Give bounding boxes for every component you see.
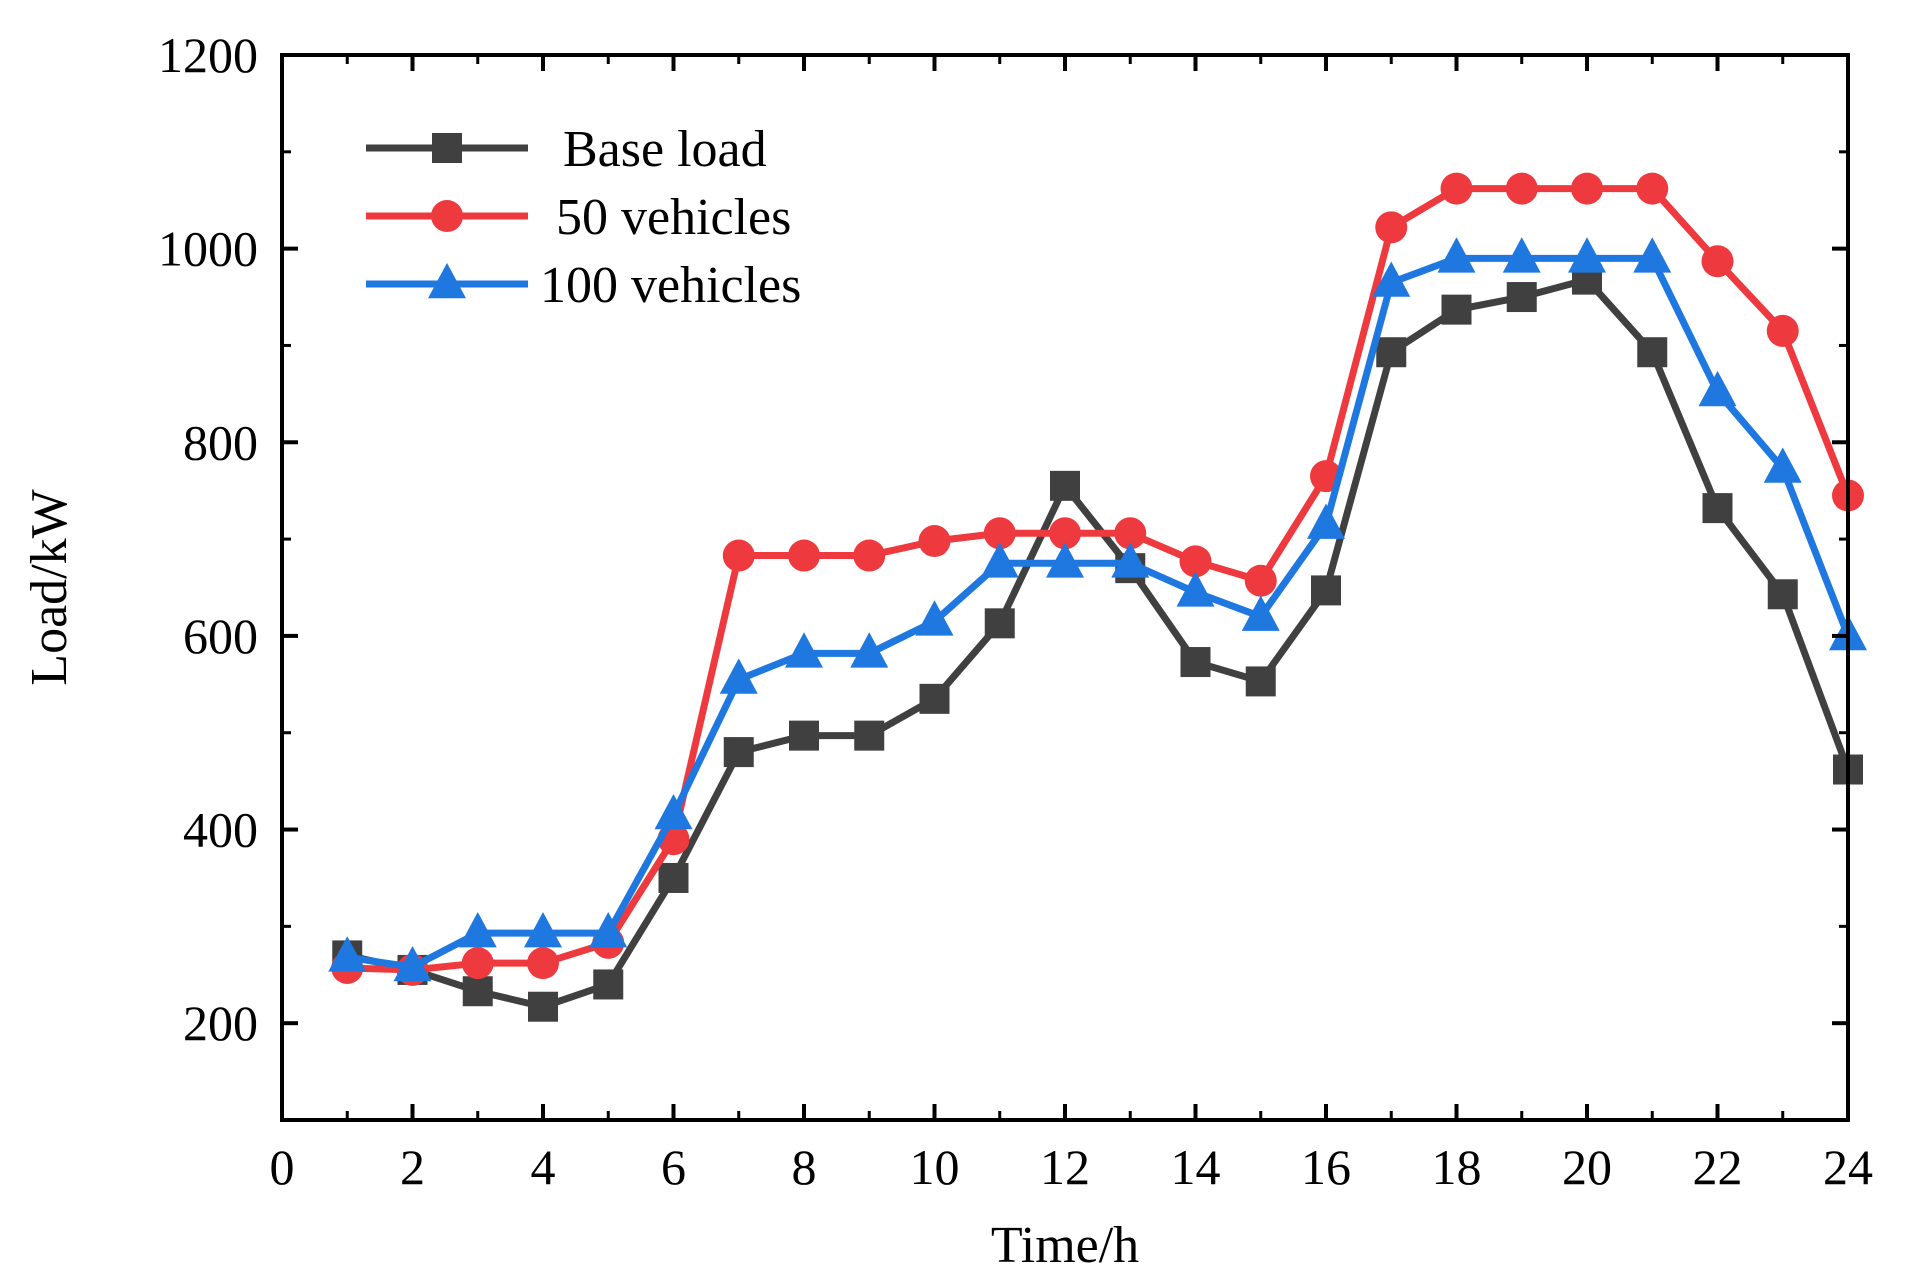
point-base-load-7 (723, 737, 754, 768)
legend-item-50-vehicles: 50 vehicles (366, 189, 791, 246)
x-tick-label-2: 2 (400, 1139, 425, 1195)
point-50-vehicles-18 (1440, 172, 1473, 205)
point-100-vehicles-12 (1046, 542, 1084, 578)
x-tick-label-16: 16 (1301, 1139, 1351, 1195)
point-100-vehicles-21 (1633, 237, 1672, 273)
point-100-vehicles-2 (393, 945, 432, 982)
series-layer (328, 172, 1867, 1022)
legend-label-base-load: Base load (563, 121, 767, 178)
point-base-load-6 (658, 862, 689, 893)
point-100-vehicles-4 (524, 912, 562, 948)
point-50-vehicles-20 (1571, 172, 1603, 205)
point-100-vehicles-18 (1437, 237, 1476, 273)
point-base-load-3 (462, 976, 493, 1007)
x-tick-label-24: 24 (1823, 1139, 1873, 1195)
point-base-load-22 (1702, 493, 1733, 524)
point-50-vehicles-9 (853, 539, 886, 572)
series-100-vehicles (328, 237, 1867, 982)
point-base-load-16 (1311, 575, 1341, 606)
point-100-vehicles-13 (1111, 542, 1150, 578)
point-100-vehicles-15 (1241, 595, 1280, 631)
y-axis-label: Load/kW (21, 489, 78, 685)
point-50-vehicles-7 (722, 539, 755, 572)
point-base-load-17 (1376, 337, 1407, 368)
point-100-vehicles-22 (1698, 370, 1737, 407)
legend-marker-base-load (432, 133, 462, 163)
point-base-load-11 (984, 608, 1015, 639)
x-tick-label-10: 10 (910, 1139, 960, 1195)
y-tick-label-600: 600 (183, 608, 258, 664)
point-100-vehicles-6 (654, 793, 693, 830)
x-tick-label-18: 18 (1432, 1139, 1482, 1195)
point-base-load-21 (1637, 337, 1668, 368)
x-tick-label-20: 20 (1562, 1139, 1612, 1195)
y-tick-label-200: 200 (183, 995, 258, 1051)
point-100-vehicles-20 (1568, 237, 1606, 273)
point-50-vehicles-14 (1179, 545, 1212, 578)
point-50-vehicles-11 (983, 517, 1016, 550)
point-base-load-10 (919, 683, 950, 714)
x-tick-label-22: 22 (1693, 1139, 1743, 1195)
y-tick-label-1000: 1000 (158, 221, 258, 277)
point-100-vehicles-19 (1502, 237, 1541, 273)
x-tick-label-6: 6 (661, 1139, 686, 1195)
point-100-vehicles-7 (719, 658, 758, 694)
x-tick-label-4: 4 (531, 1139, 556, 1195)
point-base-load-9 (854, 720, 885, 751)
y-tick-label-1200: 1200 (158, 27, 258, 83)
point-50-vehicles-13 (1114, 517, 1147, 550)
x-tick-label-8: 8 (792, 1139, 817, 1195)
point-100-vehicles-1 (328, 936, 367, 972)
point-50-vehicles-4 (527, 947, 559, 980)
point-base-load-23 (1767, 579, 1798, 610)
legend-label-50-vehicles: 50 vehicles (556, 189, 791, 246)
point-50-vehicles-12 (1049, 517, 1081, 550)
point-50-vehicles-10 (918, 525, 951, 558)
point-50-vehicles-15 (1244, 564, 1277, 597)
y-tick-label-800: 800 (183, 414, 258, 470)
point-50-vehicles-8 (788, 539, 820, 572)
point-100-vehicles-9 (850, 632, 889, 668)
point-base-load-4 (528, 991, 558, 1022)
point-base-load-5 (593, 969, 624, 1000)
point-base-load-8 (789, 720, 819, 751)
x-tick-label-12: 12 (1040, 1139, 1090, 1195)
x-tick-label-0: 0 (270, 1139, 295, 1195)
point-base-load-18 (1441, 294, 1472, 325)
legend: Base load 50 vehicles 100 vehicles (366, 121, 801, 314)
ticks-layer: 0 2 4 6 8 10 12 14 16 18 20 22 242004006008001000120… (158, 27, 1873, 1195)
point-50-vehicles-23 (1766, 314, 1799, 347)
point-50-vehicles-19 (1505, 172, 1538, 205)
point-base-load-12 (1050, 470, 1080, 501)
point-base-load-15 (1245, 666, 1276, 697)
point-100-vehicles-10 (915, 600, 954, 636)
legend-marker-100-vehicles (428, 262, 466, 299)
point-base-load-19 (1506, 282, 1537, 313)
legend-marker-50-vehicles (431, 200, 463, 232)
point-100-vehicles-5 (589, 912, 628, 948)
point-100-vehicles-8 (785, 632, 823, 668)
y-tick-label-400: 400 (183, 802, 258, 858)
point-50-vehicles-21 (1636, 172, 1669, 205)
point-100-vehicles-16 (1307, 503, 1345, 539)
point-50-vehicles-22 (1701, 245, 1734, 278)
legend-item-100-vehicles: 100 vehicles (366, 257, 801, 314)
point-100-vehicles-3 (458, 912, 497, 948)
point-100-vehicles-11 (980, 542, 1019, 578)
legend-label-100-vehicles: 100 vehicles (540, 257, 801, 314)
point-base-load-14 (1180, 647, 1211, 678)
point-100-vehicles-14 (1176, 571, 1215, 607)
point-100-vehicles-23 (1763, 447, 1802, 483)
point-50-vehicles-3 (461, 947, 494, 980)
point-50-vehicles-17 (1375, 211, 1408, 244)
legend-item-base-load: Base load (366, 121, 767, 178)
point-100-vehicles-17 (1372, 261, 1411, 297)
x-axis-label: Time/h (991, 1217, 1139, 1274)
x-tick-label-14: 14 (1171, 1139, 1221, 1195)
